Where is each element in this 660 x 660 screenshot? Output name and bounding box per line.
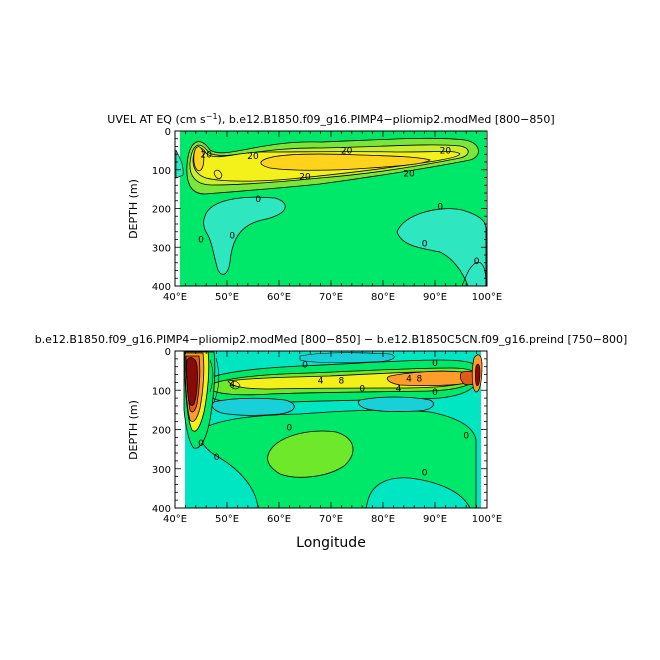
top-contour-label: 20: [440, 146, 452, 156]
bottom-x-tick-label: 50°E: [215, 514, 239, 525]
top-contour-label: 0: [422, 239, 428, 249]
bottom-x-tick-label: 70°E: [319, 514, 343, 525]
bottom-contour-label: 0: [214, 453, 220, 463]
top-panel-title: UVEL AT EQ (cm s−1), b.e12.B1850.f09_g16…: [107, 112, 554, 126]
top-x-tick-label: 100°E: [472, 292, 502, 303]
bottom-y-tick-label: 200: [152, 426, 171, 437]
top-contour-label: 20: [247, 152, 259, 162]
top-y-tick-label: 400: [152, 282, 171, 293]
top-y-tick-label: 200: [152, 205, 171, 216]
top-contour-label: 0: [229, 232, 235, 242]
bottom-y-tick-label: 0: [165, 347, 171, 358]
top-contour-label: 20: [299, 173, 311, 183]
top-y-tick-label: 0: [165, 127, 171, 138]
top-contour-label: 20: [403, 170, 415, 180]
bottom-x-tick-label: 100°E: [472, 514, 502, 525]
bottom-contour-label: 4: [406, 374, 412, 384]
top-contour-field: [175, 131, 487, 286]
bottom-contour-label: 0: [432, 359, 438, 369]
bottom-contour-label: 0: [463, 431, 469, 441]
top-y-axis-label: DEPTH (m): [127, 179, 140, 239]
bottom-x-tick-label: 80°E: [371, 514, 395, 525]
top-panel: UVEL AT EQ (cm s−1), b.e12.B1850.f09_g16…: [107, 112, 554, 303]
bottom-panel-title: b.e12.B1850.f09_g16.PIMP4−pliomip2.modMe…: [35, 333, 628, 346]
bottom-contour-label: 0: [198, 439, 204, 449]
top-contour-label: 20: [200, 150, 212, 160]
bottom-x-tick-label: 40°E: [163, 514, 187, 525]
bottom-contour-label: 4: [229, 380, 235, 390]
bottom-y-axis-label: DEPTH (m): [127, 400, 140, 460]
bottom-axes: 40°E 50°E 60°E 70°E 80°E 90°E 100°E 0 100 200 300 4…: [152, 347, 502, 525]
top-x-tick-label: 80°E: [371, 292, 395, 303]
bottom-contour-label: 8: [417, 374, 423, 384]
bottom-y-tick-label: 100: [152, 386, 171, 397]
top-contour-label: 0: [255, 195, 261, 205]
bottom-panel: b.e12.B1850.f09_g16.PIMP4−pliomip2.modMe…: [35, 333, 628, 551]
top-y-tick-label: 100: [152, 166, 171, 177]
bottom-contour-label: 0: [422, 469, 428, 479]
top-x-tick-label: 40°E: [163, 292, 187, 303]
bottom-contour-label: 0: [359, 384, 365, 394]
bottom-contour-label: 4: [396, 384, 402, 394]
bottom-x-tick-label: 60°E: [267, 514, 291, 525]
top-contour-label: 20: [341, 146, 353, 156]
bottom-contour-label: 0: [432, 388, 438, 398]
bottom-x-axis-label: Longitude: [296, 535, 366, 551]
bottom-contour-label: 0: [287, 424, 293, 434]
top-x-tick-label: 50°E: [215, 292, 239, 303]
bottom-contour-label: 0: [302, 361, 308, 371]
top-contour-label: 0: [198, 236, 204, 246]
top-contour-label: 0: [474, 257, 480, 267]
top-axes: 40°E 50°E 60°E 70°E 80°E 90°E 100°E01002003004…: [152, 127, 502, 303]
top-x-tick-label: 90°E: [423, 292, 447, 303]
top-y-tick-label: 300: [152, 243, 171, 254]
bottom-contour-label: 8: [339, 376, 345, 386]
top-contour-label: 0: [437, 203, 443, 213]
bottom-x-tick-label: 90°E: [423, 514, 447, 525]
bottom-contour-field: [175, 351, 487, 508]
top-x-tick-label: 60°E: [267, 292, 291, 303]
bottom-contour-label: 4: [318, 376, 324, 386]
bottom-y-tick-label: 400: [152, 504, 171, 515]
top-contour-labels: 20 20 20 20 20 20 0 0 0 0 0 0: [198, 146, 480, 266]
bottom-y-tick-label: 300: [152, 465, 171, 476]
top-x-tick-label: 70°E: [319, 292, 343, 303]
